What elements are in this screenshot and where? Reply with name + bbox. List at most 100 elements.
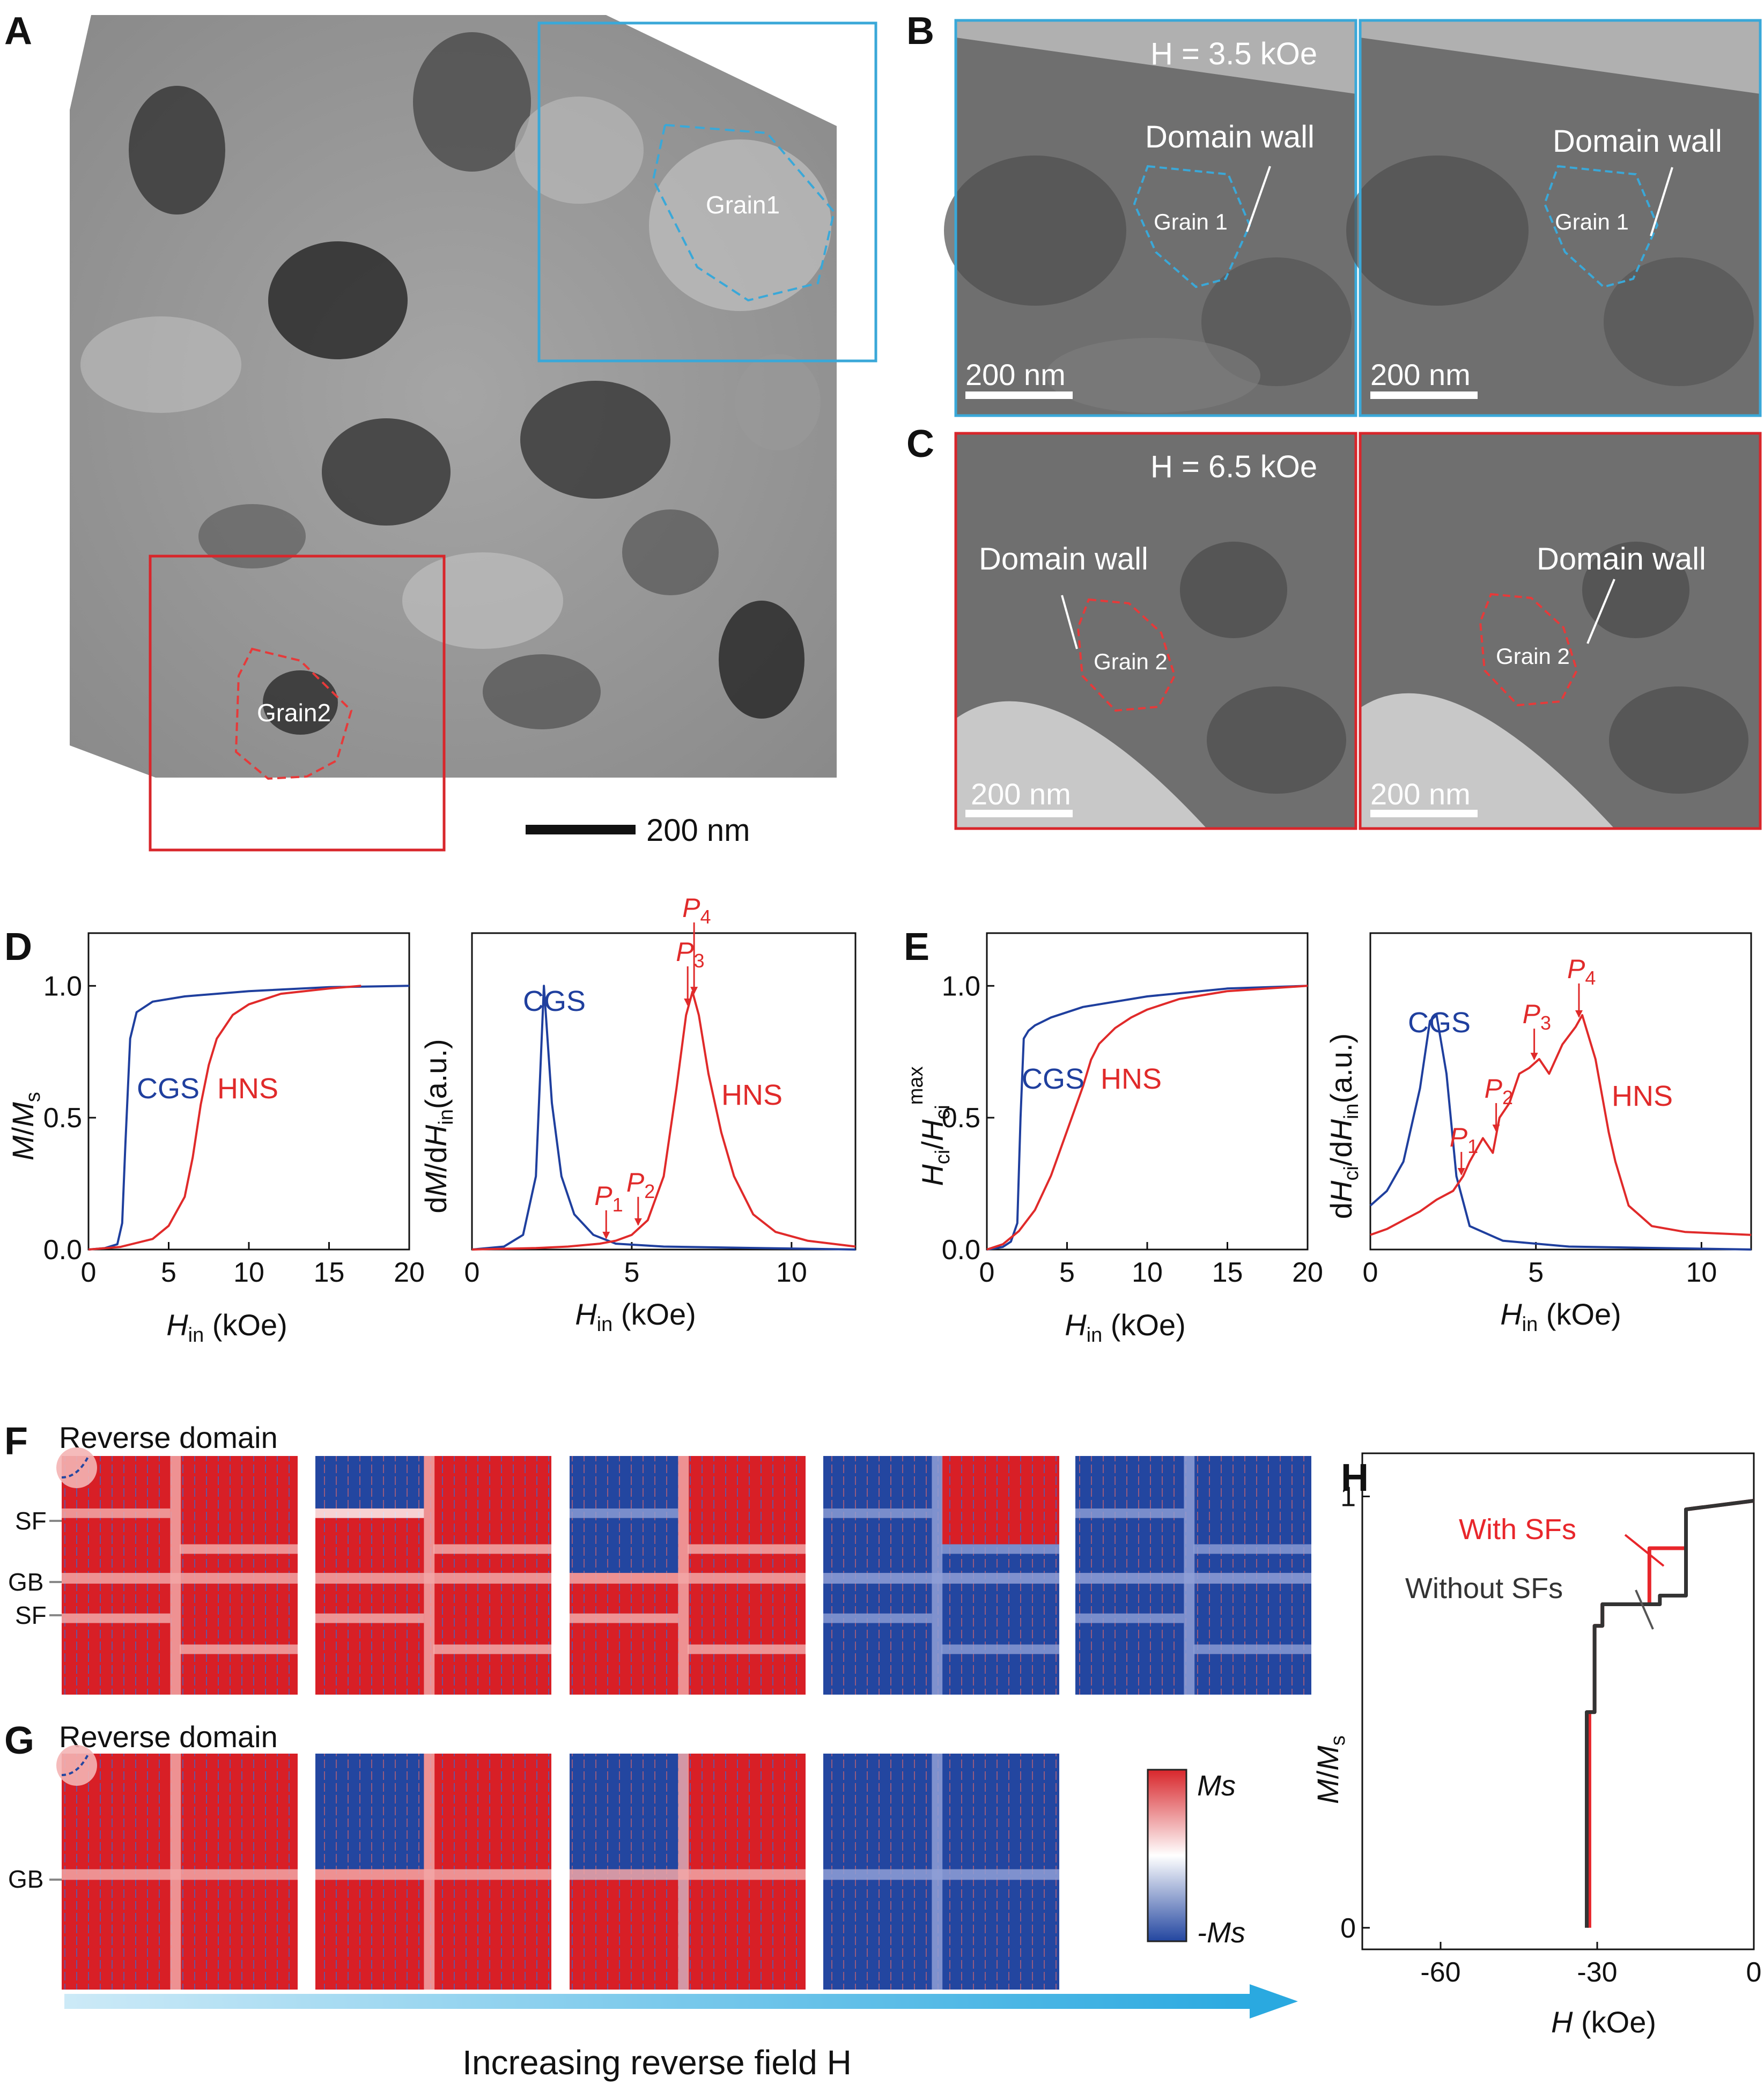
field-label-c: H = 6.5 kOe (1150, 449, 1317, 484)
stacking-fault (433, 1644, 551, 1654)
field-label-b: H = 3.5 kOe (1150, 36, 1317, 71)
peak-label: P2 (1485, 1074, 1513, 1108)
grain-boundary-h (823, 1869, 1059, 1880)
y-tick-label: 0.5 (942, 1103, 980, 1134)
plot-frame (471, 932, 857, 1251)
grain-boundary-h (315, 1573, 551, 1584)
peak-arrowhead (1530, 1053, 1538, 1061)
reverse-domain-label-g: Reverse domain (59, 1720, 278, 1754)
sf-label-1: SF (15, 1507, 47, 1535)
series-label: HNS (217, 1073, 278, 1105)
series-line-with-sfs (1587, 1499, 1754, 1928)
y-tick-label: 1.0 (43, 971, 82, 1002)
reverse-domain-label-f: Reverse domain (59, 1421, 278, 1454)
series-label: HNS (1101, 1063, 1162, 1095)
peak-label: P2 (626, 1167, 655, 1202)
series-label: CGS (1408, 1007, 1471, 1039)
series-label: CGS (523, 985, 586, 1017)
stacking-fault (180, 1544, 298, 1554)
series-line-hns (986, 985, 1308, 1251)
ylabel-e-right: dHci/dHin(a.u.) (1324, 1033, 1363, 1219)
series-line-hns (88, 985, 361, 1251)
x-tick-label: 15 (1212, 1257, 1243, 1288)
x-tick-label: 0 (464, 1257, 480, 1288)
x-tick-label: 0 (1363, 1257, 1378, 1288)
grain-boundary-h (62, 1869, 298, 1880)
xlabel-e-right: Hin (kOe) (1500, 1297, 1621, 1336)
x-tick-label: 10 (776, 1257, 807, 1288)
series-label: CGS (1022, 1063, 1084, 1095)
peak-arrowhead (690, 987, 698, 995)
stacking-fault (570, 1613, 678, 1623)
simulation-row-f (56, 1447, 1311, 1695)
xlabel-e-left: Hin (kOe) (1065, 1308, 1186, 1347)
peak-arrowhead (1575, 1010, 1583, 1018)
increasing-field-label: Increasing reverse field H (462, 2043, 852, 2082)
grain-boundary-h (570, 1869, 806, 1880)
ylabel-d-right: dM/dHin(a.u.) (419, 1039, 457, 1213)
ylabel-e-left: Hci/Hcimax (905, 1066, 954, 1186)
grain2-outline (234, 647, 353, 780)
panel-label-a: A (4, 10, 32, 53)
y-tick-label: 0 (1340, 1913, 1356, 1944)
domain-wall-label-c2: Domain wall (1537, 542, 1706, 576)
x-tick-label: 15 (314, 1257, 345, 1288)
grain2-box (149, 555, 446, 852)
panel-a-micrograph (70, 15, 837, 778)
scalebar-b1-label: 200 nm (965, 358, 1066, 391)
colorbar-bottom-label: -Ms (1197, 1917, 1245, 1949)
grain2-label: Grain2 (257, 699, 331, 727)
scalebar-b2-label: 200 nm (1370, 358, 1471, 391)
peak-arrowhead (1492, 1124, 1500, 1132)
peak-arrowhead (634, 1218, 642, 1226)
series-line-hns (471, 990, 856, 1251)
reverse-domain-nucleus (56, 1745, 97, 1786)
grain-boundary-h (62, 1573, 298, 1584)
stacking-fault (180, 1644, 298, 1654)
x-tick-label: 10 (233, 1257, 264, 1288)
stacking-fault (823, 1613, 932, 1623)
stacking-fault (570, 1508, 678, 1518)
y-tick-label: 1.0 (942, 971, 980, 1002)
sf-label-2: SF (15, 1601, 47, 1629)
x-tick-label: 0 (1746, 1957, 1762, 1988)
grain2-label-c2: Grain 2 (1496, 644, 1570, 669)
plot-frame (1361, 1452, 1755, 1950)
grain-boundary-h (823, 1573, 1059, 1584)
stacking-fault (823, 1508, 932, 1518)
x-tick-label: -60 (1420, 1957, 1460, 1988)
panel-c-left: H = 6.5 kOe Domain wall Grain 2 200 nm (954, 432, 1357, 830)
stacking-fault (62, 1613, 171, 1623)
domain-region (570, 1880, 678, 1990)
y-tick-label: 0.0 (43, 1234, 82, 1266)
stacking-fault (1193, 1644, 1311, 1654)
panel-label-b: B (906, 10, 934, 53)
xlabel-d-right: Hin (kOe) (575, 1297, 696, 1336)
stacking-fault (941, 1644, 1059, 1654)
series-label: CGS (137, 1073, 200, 1105)
stacking-fault (688, 1544, 806, 1554)
series-line-without-sfs (1585, 1499, 1754, 1928)
stacking-fault (941, 1544, 1059, 1554)
panel-b-left: H = 3.5 kOe Domain wall Grain 1 200 nm (944, 19, 1357, 417)
domain-wall-label-b1: Domain wall (1145, 120, 1315, 154)
grain2-label-c1: Grain 2 (1094, 649, 1168, 674)
peak-arrowhead (684, 999, 692, 1007)
peak-label: P3 (1523, 999, 1551, 1034)
grain1-box (537, 21, 877, 363)
peak-label: P4 (1567, 954, 1596, 989)
series-label: HNS (1612, 1080, 1673, 1112)
peak-label: P3 (676, 937, 704, 972)
y-tick-label: 1 (1340, 1481, 1356, 1512)
domain-region (315, 1754, 424, 1869)
stacking-fault (315, 1613, 424, 1623)
stacking-fault (688, 1644, 806, 1654)
peak-arrowhead (1457, 1167, 1465, 1176)
scalebar-c1-label: 200 nm (971, 777, 1071, 811)
stacking-fault (433, 1544, 551, 1554)
plot-frame (1369, 932, 1752, 1251)
peak-label: P1 (594, 1181, 623, 1216)
x-tick-label: 10 (1686, 1257, 1717, 1288)
